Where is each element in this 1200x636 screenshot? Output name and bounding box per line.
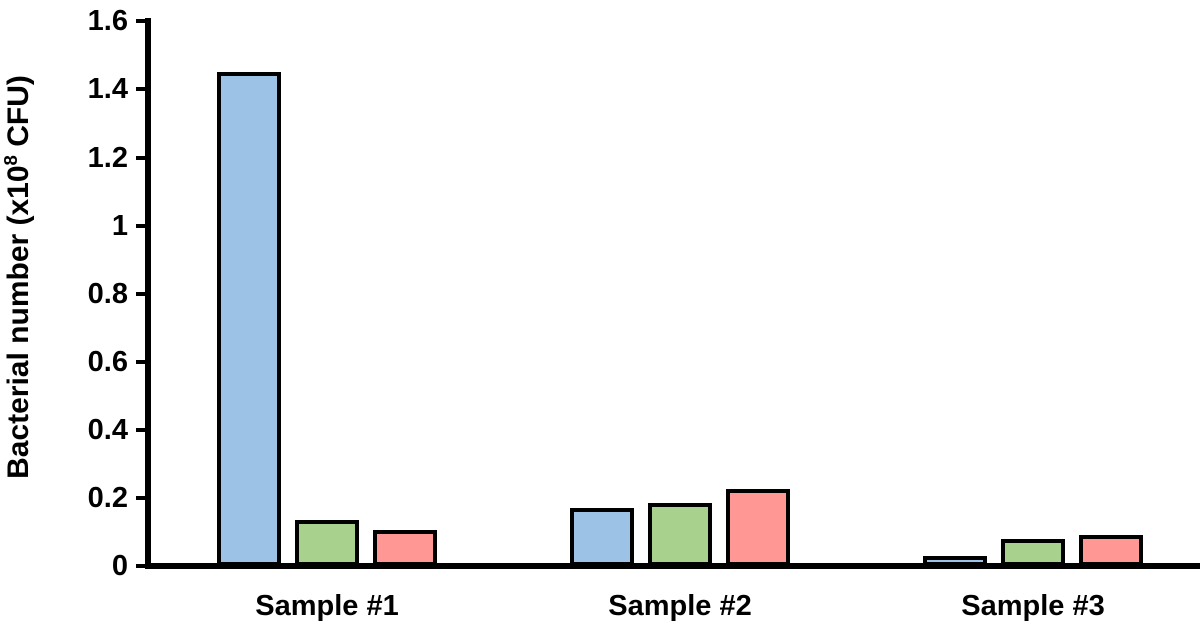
bar-red-series [373, 530, 437, 566]
bar-blue-series [923, 555, 987, 566]
y-axis-tick-label: 0.4 [87, 413, 128, 446]
y-axis-tick [136, 155, 148, 160]
y-axis-tick [136, 291, 148, 296]
y-axis-tick-label: 1.2 [87, 141, 128, 174]
bar-green-series [1001, 538, 1065, 566]
y-axis-tick [136, 19, 148, 24]
x-axis-category-label: Sample #3 [961, 590, 1105, 622]
y-axis-tick [136, 564, 148, 568]
bar-blue-series [217, 72, 281, 566]
y-axis-tick [136, 223, 148, 228]
y-axis-title: Bacterial number (x108 CFU) [0, 0, 39, 557]
y-axis-line [145, 18, 151, 569]
y-axis-tick [136, 427, 148, 432]
x-axis-line [145, 563, 1200, 569]
y-axis-title-suffix: CFU) [2, 75, 35, 156]
y-axis-tick-label: 0.2 [87, 481, 128, 514]
y-axis-tick-label: 1 [111, 209, 128, 242]
y-axis-title-text: Bacterial number (x10 [2, 165, 35, 479]
x-axis-category-label: Sample #1 [255, 590, 399, 622]
x-axis-category-label: Sample #2 [608, 590, 752, 622]
bar-red-series [1079, 535, 1143, 566]
bar-blue-series [570, 508, 634, 566]
bar-green-series [648, 503, 712, 566]
y-axis-tick-label: 1.6 [87, 5, 128, 38]
y-axis-tick [136, 87, 148, 92]
y-axis-tick-label: 1.4 [87, 73, 128, 106]
y-axis-tick-label: 0.6 [87, 345, 128, 378]
y-axis-tick-label: 0 [111, 550, 128, 582]
bar-red-series [726, 489, 790, 566]
y-axis-tick-label: 0.8 [87, 277, 128, 310]
y-axis-tick [136, 495, 148, 500]
y-axis-tick [136, 359, 148, 364]
y-axis-title-superscript: 8 [0, 155, 21, 166]
bar-green-series [295, 520, 359, 566]
